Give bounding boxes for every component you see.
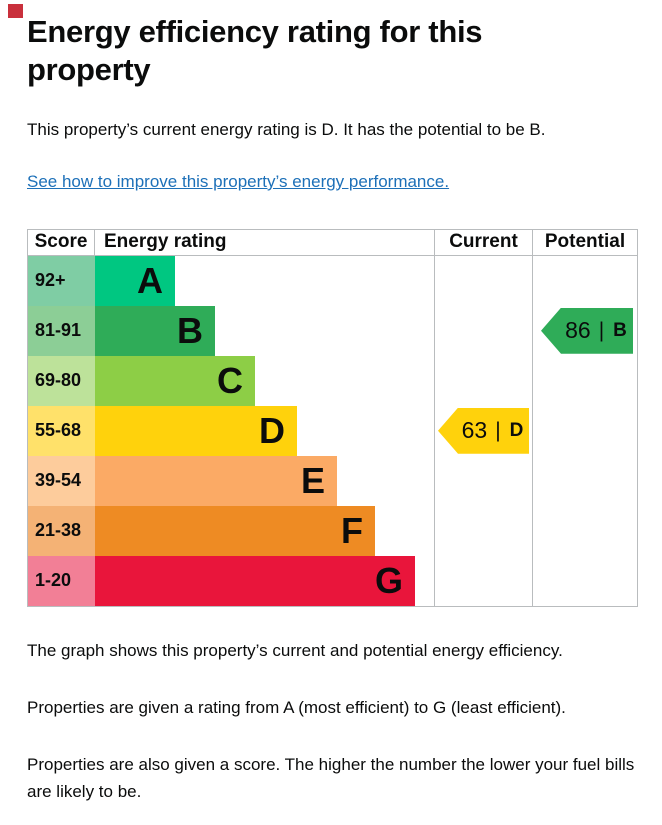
band-bar-zone-D: D — [95, 405, 434, 456]
epc-band-row-A: 92+ A — [28, 255, 637, 306]
band-bar-F: F — [95, 505, 375, 556]
band-bar-zone-A: A — [95, 255, 434, 306]
potential-column-cell-C — [532, 355, 637, 406]
epc-band-row-F: 21-38 F — [28, 505, 637, 556]
column-header-energy-rating: Energy rating — [104, 231, 227, 253]
column-header-potential: Potential — [532, 229, 637, 255]
potential-column-cell-E — [532, 455, 637, 506]
band-bar-zone-C: C — [95, 355, 434, 406]
potential-column-cell-F — [532, 505, 637, 556]
column-header-current: Current — [434, 229, 532, 255]
potential-rating-divider: | — [598, 318, 605, 342]
rating-explanation-text: Properties are given a rating from A (mo… — [27, 698, 566, 718]
epc-rating-chart: Score Energy rating Current Potential 92… — [27, 228, 638, 607]
current-column-cell-F — [434, 505, 532, 556]
band-score-range-D: 55-68 — [28, 405, 95, 456]
epc-band-row-G: 1-20 G — [28, 555, 637, 606]
current-column-cell-B — [434, 305, 532, 356]
epc-rows: 92+ A 81-91 B 69-80 C 55-68 D 39-54 E 21-38 F 1-20 G — [28, 255, 637, 606]
potential-rating-marker: 86 | B — [541, 307, 633, 354]
current-rating-divider: | — [495, 418, 501, 442]
band-bar-zone-E: E — [95, 455, 434, 506]
potential-column-cell-G — [532, 555, 637, 606]
band-score-range-B: 81-91 — [28, 305, 95, 356]
band-score-range-C: 69-80 — [28, 355, 95, 406]
band-score-range-E: 39-54 — [28, 455, 95, 506]
current-rating-marker: 63 | D — [438, 407, 529, 454]
band-bar-zone-B: B — [95, 305, 434, 356]
current-column-cell-C — [434, 355, 532, 406]
band-bar-A: A — [95, 255, 175, 306]
band-bar-B: B — [95, 305, 215, 356]
current-rating-value: 63 — [461, 417, 488, 444]
epc-band-row-B: 81-91 B — [28, 305, 637, 356]
current-rating-letter: D — [509, 419, 524, 441]
band-score-range-G: 1-20 — [28, 555, 95, 606]
page-title: Energy efficiency rating for this proper… — [27, 14, 483, 87]
potential-column-cell-A — [532, 255, 637, 306]
current-column-cell-E — [434, 455, 532, 506]
graph-explanation-text: The graph shows this property’s current … — [27, 640, 563, 660]
improve-performance-link[interactable]: See how to improve this property’s energ… — [27, 171, 450, 191]
epc-band-row-E: 39-54 E — [28, 455, 637, 506]
current-column-cell-D — [434, 405, 532, 456]
band-score-range-F: 21-38 — [28, 505, 95, 556]
band-bar-G: G — [95, 555, 415, 606]
current-column-cell-G — [434, 555, 532, 606]
band-bar-E: E — [95, 455, 337, 506]
band-bar-C: C — [95, 355, 255, 406]
potential-rating-value: 86 — [565, 317, 591, 344]
band-bar-D: D — [95, 405, 297, 456]
red-square-decoration — [8, 4, 23, 18]
epc-band-row-D: 55-68 D — [28, 405, 637, 456]
epc-band-row-C: 69-80 C — [28, 355, 637, 406]
potential-column-cell-D — [532, 405, 637, 456]
column-header-score: Score — [28, 229, 95, 255]
epc-header-row: Score Energy rating Current Potential — [28, 229, 637, 256]
potential-column-cell-B — [532, 305, 637, 356]
current-column-cell-A — [434, 255, 532, 306]
band-score-range-A: 92+ — [28, 255, 95, 306]
band-bar-zone-F: F — [95, 505, 434, 556]
band-bar-zone-G: G — [95, 555, 434, 606]
score-explanation-text: Properties are also given a score. The h… — [27, 755, 635, 801]
potential-rating-letter: B — [613, 319, 627, 341]
rating-summary-text: This property’s current energy rating is… — [27, 119, 546, 139]
